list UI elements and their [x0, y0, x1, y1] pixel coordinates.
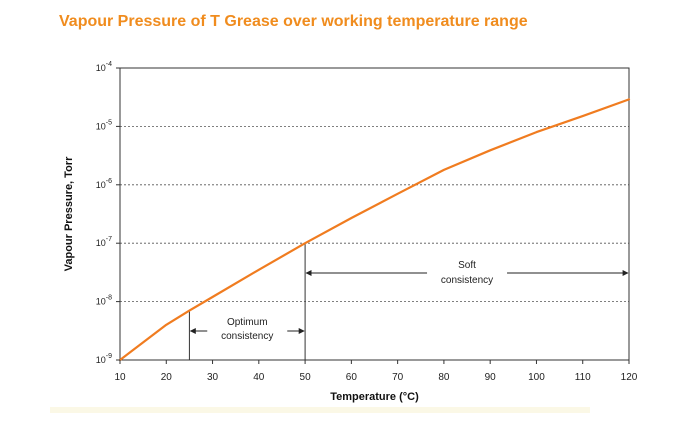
reference-lines [188, 243, 306, 360]
chart-title: Vapour Pressure of T Grease over working… [59, 13, 528, 30]
x-axis-label: Temperature (°C) [330, 391, 419, 403]
y-axis-ticks: 10-9 10-8 10-7 10-6 10-5 10-4 [96, 61, 120, 365]
annotations: Optimum consistency Soft consistency [189, 260, 629, 342]
x-tick-label: 50 [300, 372, 312, 383]
x-tick-label: 100 [528, 372, 545, 383]
y-tick-label: 10-4 [96, 61, 112, 73]
x-tick-label: 60 [346, 372, 358, 383]
x-axis-ticks: 10 20 30 40 50 60 70 80 90 100 110 120 [114, 360, 638, 383]
annotation-label-optimum: Optimum [227, 317, 268, 328]
x-tick-label: 110 [575, 372, 591, 383]
y-tick-label: 10-7 [96, 236, 112, 248]
plot-area-frame [119, 67, 630, 361]
y-tick-label: 10-8 [96, 295, 112, 307]
annotation-label-soft: Soft [458, 260, 476, 271]
annotation-label-optimum: consistency [221, 331, 273, 342]
x-tick-label: 70 [392, 372, 404, 383]
x-tick-label: 80 [438, 372, 450, 383]
y-tick-label: 10-5 [96, 119, 112, 131]
series-line [118, 98, 631, 362]
series-layer [118, 98, 631, 362]
x-tick-label: 90 [485, 372, 497, 383]
x-tick-label: 40 [253, 372, 265, 383]
x-tick-label: 10 [114, 372, 126, 383]
y-axis-label: Vapour Pressure, Torr [63, 156, 75, 271]
x-tick-label: 30 [207, 372, 219, 383]
gridlines [120, 126, 629, 303]
x-tick-label: 20 [161, 372, 173, 383]
x-tick-label: 120 [621, 372, 638, 383]
footer-band [50, 407, 590, 413]
y-tick-label: 10-9 [96, 353, 112, 365]
annotation-label-soft: consistency [441, 275, 493, 286]
y-tick-label: 10-6 [96, 178, 112, 190]
